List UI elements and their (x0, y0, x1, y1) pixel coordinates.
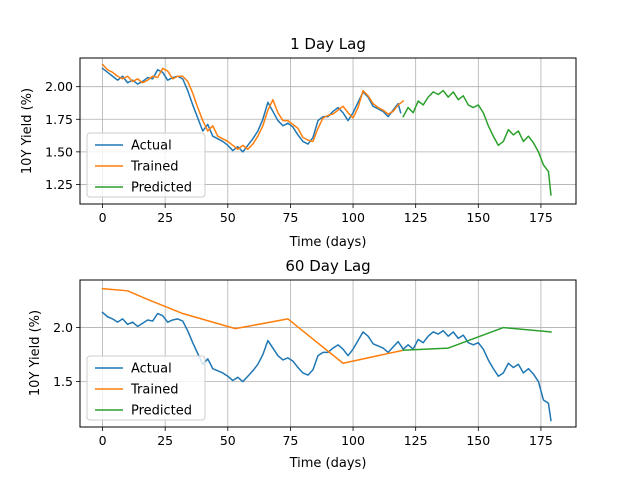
legend-box (86, 132, 206, 198)
x-tick-label: 0 (99, 433, 107, 448)
y-tick-label: 1.5 (53, 374, 73, 389)
y-tick-label: 2.00 (45, 79, 73, 94)
x-tick-label: 125 (404, 210, 428, 225)
x-tick-label: 175 (529, 433, 553, 448)
plot-frame (79, 57, 577, 205)
x-tick-label: 25 (157, 210, 173, 225)
series-line-trained (101, 63, 405, 150)
x-tick-label: 25 (157, 433, 173, 448)
y-tick-label: 1.25 (45, 177, 73, 192)
x-tick-label: 100 (341, 433, 365, 448)
legend-label-trained: Trained (130, 160, 178, 175)
legend-box (86, 355, 206, 421)
x-tick-label: 75 (282, 210, 298, 225)
chart-title-2: 60 Day Lag (285, 257, 370, 275)
y-tick-label: 1.75 (45, 112, 73, 127)
plot-area-2: 0 25 50 75 100 125 150 175 1.5 2.0 Actual Trained Pr… (53, 279, 577, 448)
x-tick-label: 0 (99, 210, 107, 225)
series-line-predicted (402, 89, 552, 196)
x-tick-label: 50 (220, 433, 236, 448)
series-line-actual (101, 67, 402, 153)
y-axis-label-2: 10Y Yield (%) (28, 310, 43, 396)
x-tick-label: 100 (341, 210, 365, 225)
series-line-predicted (402, 326, 552, 352)
x-axis-label-1: Time (days) (289, 235, 367, 250)
x-tick-label: 75 (282, 433, 298, 448)
x-tick-label: 150 (466, 433, 490, 448)
chart-panel-1: 1 Day Lag Time (days) 10Y Yield (%) (20, 35, 366, 250)
legend: Actual Trained Predicted (86, 132, 206, 198)
legend-label-actual: Actual (131, 362, 172, 377)
plot-area-1: 0 25 50 75 100 125 150 175 1.25 1.50 1.75 2.00 Actua… (45, 57, 577, 225)
x-tick-label: 150 (466, 210, 490, 225)
legend-label-predicted: Predicted (131, 181, 192, 196)
y-tick-label: 1.50 (45, 144, 73, 159)
series-line-trained (101, 287, 405, 364)
x-axis-label-2: Time (days) (289, 456, 367, 471)
x-tick-label: 175 (529, 210, 553, 225)
chart-title-1: 1 Day Lag (290, 35, 366, 53)
x-tick-label: 50 (220, 210, 236, 225)
legend-label-trained: Trained (130, 383, 178, 398)
legend-label-actual: Actual (131, 139, 172, 154)
series-line-actual (101, 311, 552, 422)
legend: Actual Trained Predicted (86, 355, 206, 421)
plot-frame (79, 279, 577, 428)
legend-label-predicted: Predicted (131, 404, 192, 419)
chart-panel-2: 60 Day Lag Time (days) 10Y Yield (%) (28, 257, 371, 471)
y-axis-label-1: 10Y Yield (%) (20, 88, 35, 174)
x-tick-label: 125 (404, 433, 428, 448)
y-tick-label: 2.0 (53, 320, 73, 335)
